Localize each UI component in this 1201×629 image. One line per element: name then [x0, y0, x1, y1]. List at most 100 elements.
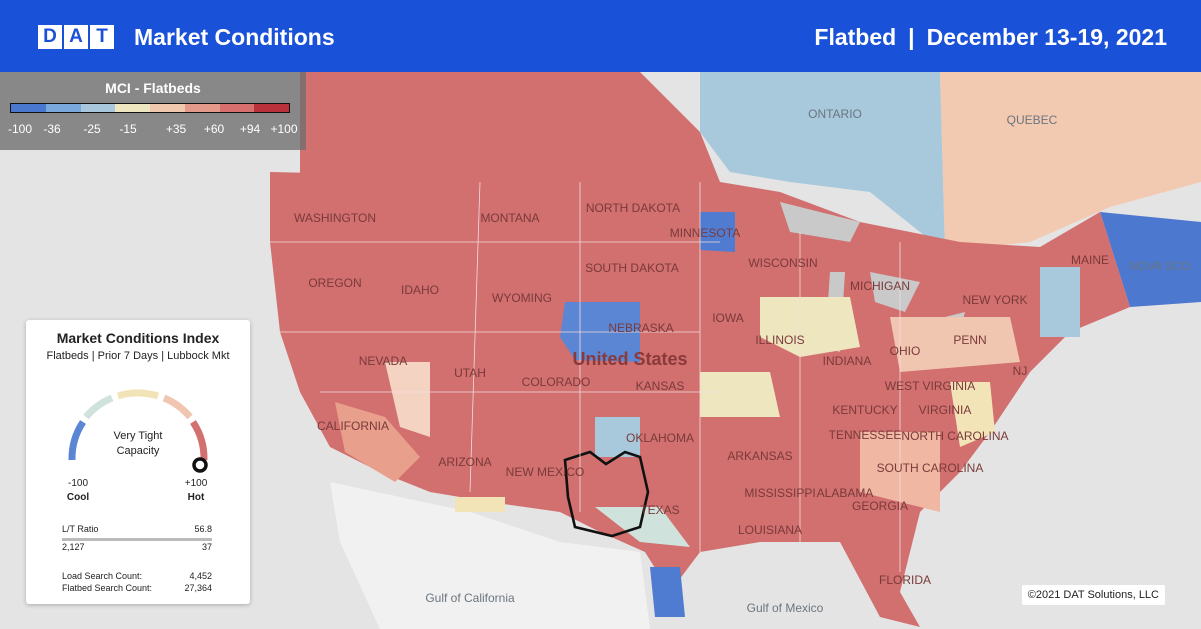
- canada-west-region: [300, 72, 720, 182]
- map-label: IDAHO: [401, 283, 439, 297]
- virginia-east-region: [950, 382, 995, 447]
- page-title: Market Conditions: [134, 24, 335, 50]
- copyright-notice: ©2021 DAT Solutions, LLC: [1021, 585, 1165, 605]
- flatbed-search-row: Flatbed Search Count: 27,364: [62, 583, 212, 593]
- oklahoma-cool-region: [595, 417, 640, 457]
- legend-label: -100: [7, 122, 33, 136]
- gauge-seg-hot: [190, 420, 208, 461]
- map-label: NEW YORK: [962, 293, 1027, 307]
- legend-swatch: [184, 104, 220, 112]
- logo-letter: A: [64, 25, 88, 49]
- map-label: GEORGIA: [852, 499, 908, 513]
- map-label: PENN: [953, 333, 986, 347]
- gauge-min: -100 Cool: [58, 477, 98, 505]
- map-label: OKLAHOMA: [626, 431, 694, 445]
- map-label: VIRGINIA: [919, 403, 972, 417]
- map-label: WYOMING: [492, 291, 552, 305]
- missouri-neutral-region: [700, 372, 780, 417]
- legend-title: MCI - Flatbeds: [105, 80, 201, 96]
- map-label: TENNESSEE: [829, 428, 902, 442]
- map-label: UTAH: [454, 366, 486, 380]
- flatbed-search-label: Flatbed Search Count:: [62, 583, 153, 593]
- map-label: MISSISSIPPI: [744, 486, 815, 500]
- legend-swatch: [80, 104, 116, 112]
- lt-ratio-bar: [62, 538, 212, 541]
- mci-gauge: [68, 389, 208, 473]
- date-range: December 13-19, 2021: [926, 24, 1167, 50]
- south-texas-cool-region: [650, 567, 685, 617]
- market-conditions-card: Market Conditions Index Flatbeds | Prior…: [26, 320, 250, 604]
- map-label: NEBRASKA: [608, 321, 673, 335]
- map-label: ARKANSAS: [727, 449, 792, 463]
- map-label: NJ: [1013, 364, 1028, 378]
- map-label: United States: [572, 349, 687, 369]
- gauge-seg-cool: [68, 420, 86, 461]
- gauge-max-label: Hot: [187, 492, 205, 503]
- west-texas-region: [595, 507, 690, 547]
- legend-swatch: [150, 104, 185, 112]
- gauge-min-label: Cool: [66, 492, 90, 503]
- map-label: NEVADA: [359, 354, 407, 368]
- map-label: INDIANA: [823, 354, 872, 368]
- map-label: MINNESOTA: [670, 226, 740, 240]
- ontario-region: [700, 72, 945, 252]
- logo-letter: T: [90, 25, 114, 49]
- map-label: FLORIDA: [879, 573, 931, 587]
- arizona-south-region: [455, 497, 505, 512]
- card-title: Market Conditions Index: [56, 330, 220, 346]
- gauge-seg-cool-light: [83, 394, 114, 420]
- gauge-max-value: +100: [184, 478, 208, 489]
- header-separator: |: [908, 24, 915, 50]
- vermont-cool-region: [1040, 267, 1080, 337]
- gauge-seg-neutral: [116, 389, 160, 400]
- equipment-type: Flatbed: [814, 24, 897, 50]
- legend-swatch: [45, 104, 81, 112]
- california-warm-region: [335, 402, 420, 482]
- lt-ratio-row: L/T Ratio 56.8: [62, 524, 212, 534]
- map-label: MAINE: [1071, 253, 1109, 267]
- gauge-indicator: [192, 457, 208, 473]
- dat-logo: D A T: [38, 25, 114, 49]
- map-label: MICHIGAN: [850, 279, 910, 293]
- quebec-region: [940, 72, 1201, 252]
- border-lines: [270, 181, 901, 572]
- map-label: LOUISIANA: [738, 523, 802, 537]
- mci-legend: MCI - Flatbeds -100 -36 -25 -15 +35 +60 +94 +10…: [0, 72, 306, 150]
- map-label: KENTUCKY: [832, 403, 897, 417]
- mexico-land: [330, 482, 650, 629]
- load-search-row: Load Search Count: 4,452: [62, 571, 212, 581]
- map-label: OHIO: [890, 344, 921, 358]
- map-label: KANSAS: [636, 379, 685, 393]
- lt-ratio-bar-fill: [62, 538, 212, 541]
- trucks-count: 37: [201, 542, 212, 552]
- map-label: ALABAMA: [817, 486, 874, 500]
- map-label: NEW MEXICO: [506, 465, 585, 479]
- map-label: Gulf of Mexico: [747, 601, 824, 615]
- ohio-penn-region: [890, 317, 1020, 372]
- gauge-max: +100 Hot: [176, 477, 216, 505]
- map-label: SOUTH CAROLINA: [877, 461, 984, 475]
- wisconsin-neutral-region: [760, 297, 860, 357]
- legend-label: -25: [83, 122, 101, 136]
- map-label: ARIZONA: [438, 455, 491, 469]
- flatbed-search-value: 27,364: [184, 583, 212, 593]
- lubbock-market-outline[interactable]: [563, 450, 650, 538]
- nova-scotia-region: [1100, 212, 1201, 307]
- map-label: WASHINGTON: [294, 211, 376, 225]
- legend-label: +35: [165, 122, 187, 136]
- map-label: COLORADO: [522, 375, 591, 389]
- header-bar: D A T Market Conditions Flatbed | December…: [0, 0, 1201, 72]
- map-label: QUEBEC: [1007, 113, 1058, 127]
- map-label: WISCONSIN: [748, 256, 817, 270]
- loads-count: 2,127: [62, 542, 85, 552]
- load-search-value: 4,452: [189, 571, 212, 581]
- map-label: NORTH DAKOTA: [586, 201, 680, 215]
- legend-color-bar: [10, 103, 290, 113]
- legend-swatch: [254, 104, 289, 112]
- gauge-label-line1: Very Tight: [113, 430, 163, 442]
- map-label: Gulf of California: [425, 591, 515, 605]
- map-label: OREGON: [308, 276, 361, 290]
- map-label: MONTANA: [480, 211, 539, 225]
- legend-label: +94: [239, 122, 261, 136]
- card-subtitle: Flatbeds | Prior 7 Days | Lubbock Mkt: [46, 350, 230, 362]
